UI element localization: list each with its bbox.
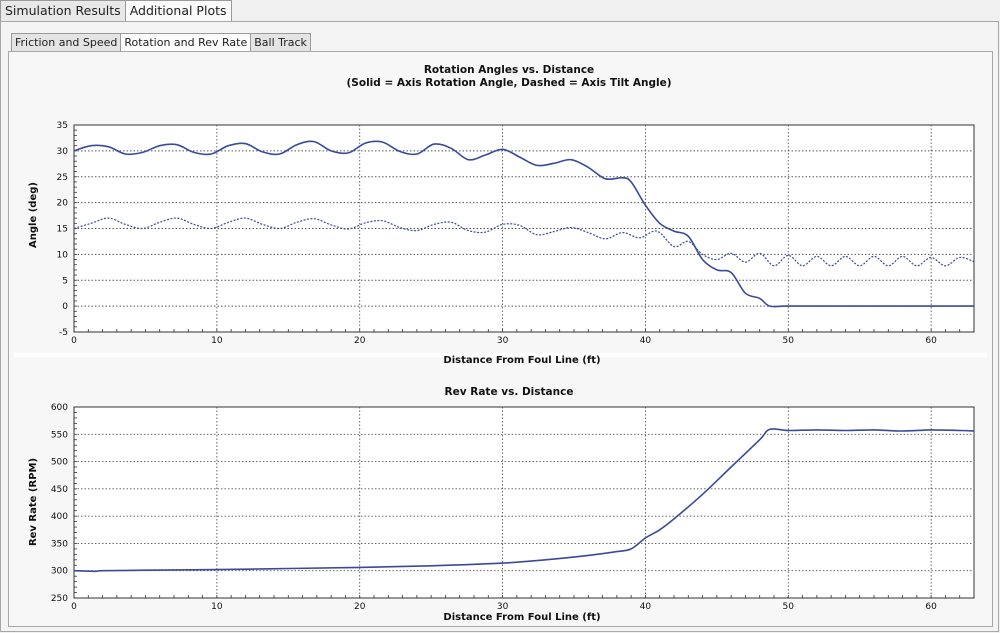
y-tick-label: 400 xyxy=(51,512,68,522)
chart-subtitle: (Solid = Axis Rotation Angle, Dashed = A… xyxy=(347,77,672,89)
x-tick-label: 40 xyxy=(640,336,652,346)
x-tick-label: 40 xyxy=(640,602,652,612)
charts-svg: Rotation Angles vs. Distance (Solid = Ax… xyxy=(14,64,987,623)
y-axis-label: Rev Rate (RPM) xyxy=(28,458,39,546)
y-tick-label: 550 xyxy=(51,430,68,440)
y-tick-label: -5 xyxy=(59,328,68,338)
x-tick-label: 0 xyxy=(71,602,77,612)
y-tick-label: 600 xyxy=(51,403,68,413)
x-tick-label: 30 xyxy=(497,336,509,346)
y-tick-label: 250 xyxy=(51,594,68,604)
x-tick-label: 10 xyxy=(211,602,223,612)
sub-tab-bar: Friction and Speed Rotation and Rev Rate… xyxy=(11,33,311,53)
y-tick-label: 350 xyxy=(51,539,68,549)
rev-rate-chart: Rev Rate vs. Distance 0 10 20 30 40 50 60 250 30… xyxy=(28,386,975,623)
top-tab-bar: Simulation Results Additional Plots xyxy=(0,0,232,22)
y-tick-label: 10 xyxy=(57,250,69,260)
y-tick-label: 25 xyxy=(57,173,68,183)
plot-area: 0 10 20 30 40 50 60 250 300 350 400 450 500 550 600 xyxy=(51,403,975,612)
y-tick-label: 300 xyxy=(51,567,68,577)
solid-series-line xyxy=(73,428,975,573)
x-axis-label: Distance From Foul Line (ft) xyxy=(443,355,600,366)
rotation-and-rev-rate-panel: Rotation Angles vs. Distance (Solid = Ax… xyxy=(8,51,993,627)
tab-additional-plots[interactable]: Additional Plots xyxy=(124,0,232,22)
y-tick-label: 20 xyxy=(57,199,69,209)
rotation-angles-chart: Rotation Angles vs. Distance (Solid = Ax… xyxy=(28,64,975,366)
tab-ball-track[interactable]: Ball Track xyxy=(250,33,311,52)
y-tick-label: 0 xyxy=(62,302,68,312)
y-tick-label: 30 xyxy=(57,147,69,157)
x-tick-label: 20 xyxy=(354,602,366,612)
x-axis-label: Distance From Foul Line (ft) xyxy=(443,612,600,623)
x-tick-label: 0 xyxy=(71,336,77,346)
dashed-series-line xyxy=(73,217,975,267)
x-tick-label: 60 xyxy=(925,602,937,612)
y-tick-label: 15 xyxy=(57,225,68,235)
solid-series-line xyxy=(73,140,974,308)
y-axis-label: Angle (deg) xyxy=(28,182,39,248)
tab-simulation-results[interactable]: Simulation Results xyxy=(0,0,126,21)
additional-plots-panel: Friction and Speed Rotation and Rev Rate… xyxy=(0,21,999,632)
y-tick-label: 450 xyxy=(51,485,68,495)
y-tick-label: 500 xyxy=(51,458,68,468)
x-tick-label: 30 xyxy=(497,602,509,612)
plot-background xyxy=(73,406,975,599)
x-tick-label: 50 xyxy=(783,336,795,346)
x-tick-label: 20 xyxy=(354,336,366,346)
tab-friction-and-speed[interactable]: Friction and Speed xyxy=(11,33,122,52)
x-tick-label: 50 xyxy=(783,602,795,612)
x-tick-label: 10 xyxy=(211,336,223,346)
y-tick-label: 5 xyxy=(62,276,68,286)
x-tick-label: 60 xyxy=(925,336,937,346)
chart-title: Rotation Angles vs. Distance xyxy=(424,64,594,76)
chart-title: Rev Rate vs. Distance xyxy=(445,386,574,398)
y-tick-label: 35 xyxy=(57,121,68,131)
tab-rotation-and-rev-rate[interactable]: Rotation and Rev Rate xyxy=(120,33,252,53)
